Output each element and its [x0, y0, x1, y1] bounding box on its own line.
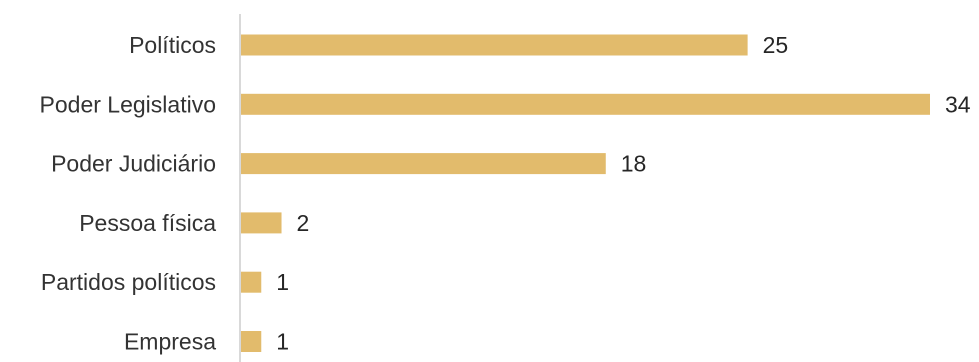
value-label: 1 [276, 329, 289, 355]
bar-6 [241, 331, 262, 352]
category-label: Partidos políticos [41, 269, 216, 295]
bar-1 [241, 34, 748, 56]
bar-4 [241, 212, 282, 234]
bars-group: Políticos 25 Poder Legislativo 34 Poder Judi… [40, 32, 971, 355]
category-label: Empresa [124, 329, 216, 355]
category-label: Poder Legislativo [40, 91, 216, 117]
value-label: 2 [297, 210, 310, 236]
value-label: 1 [276, 269, 289, 295]
category-label: Políticos [129, 32, 216, 58]
value-label: 34 [945, 91, 971, 117]
bar-5 [241, 271, 262, 293]
bar-2 [241, 93, 930, 115]
value-label: 25 [763, 32, 789, 58]
bar-3 [241, 153, 606, 175]
category-label: Poder Judiciário [51, 151, 216, 177]
value-label: 18 [621, 151, 647, 177]
category-label: Pessoa física [79, 210, 216, 236]
